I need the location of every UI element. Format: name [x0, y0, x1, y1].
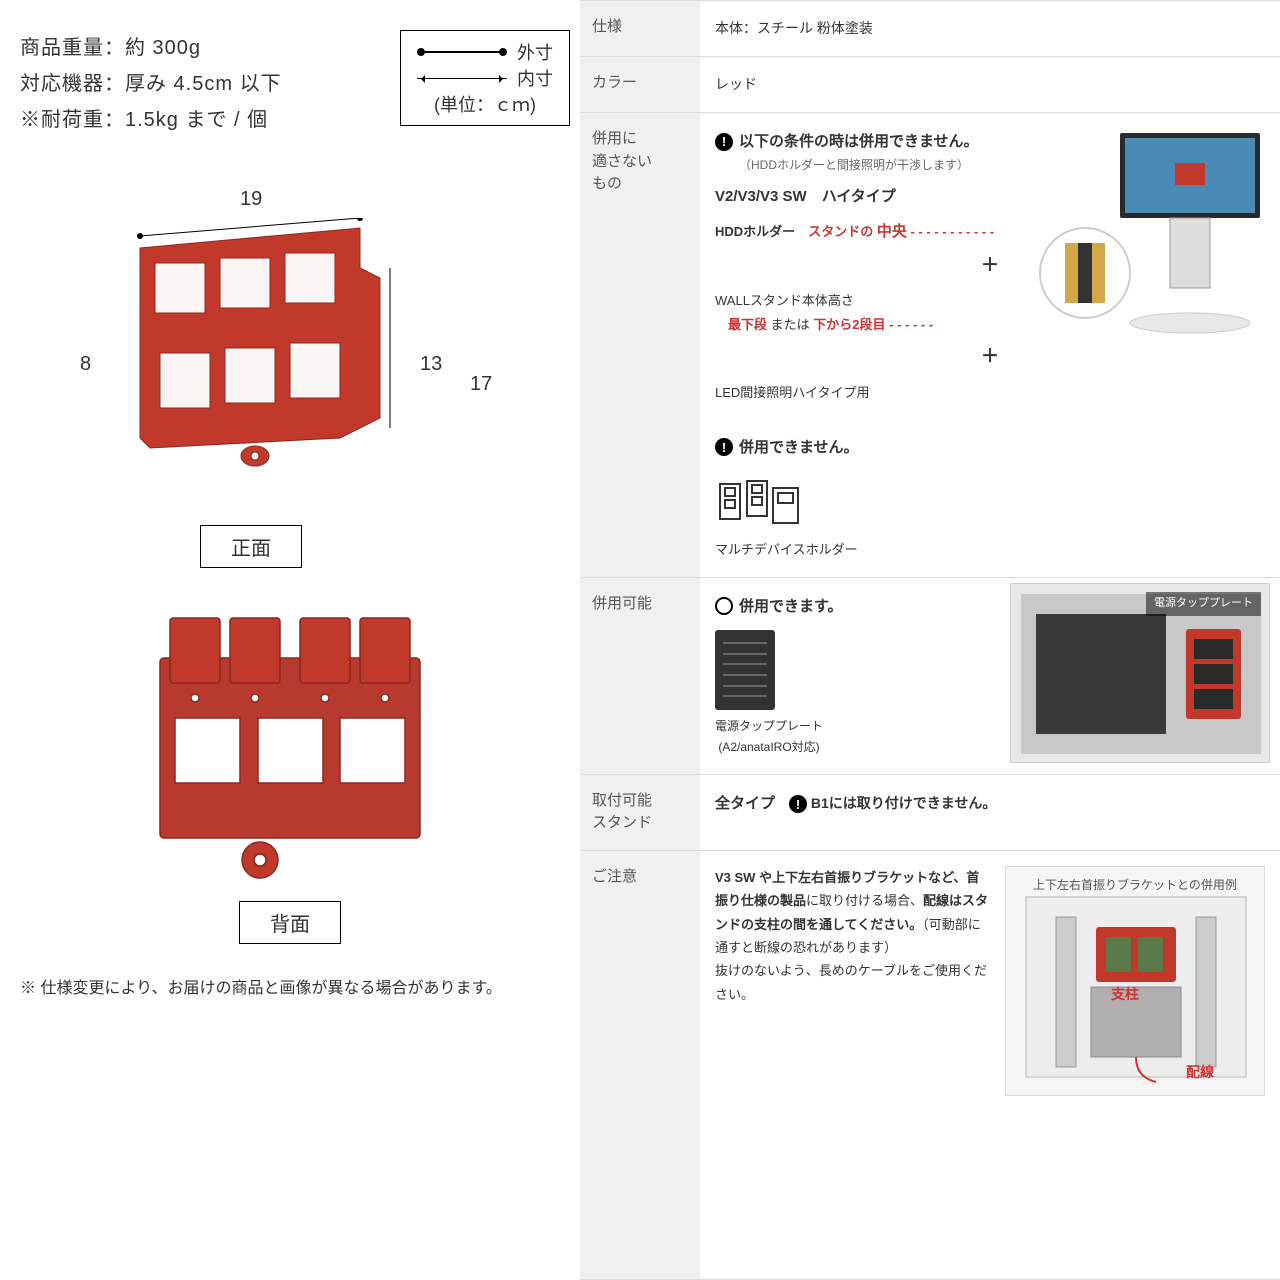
tv-stand-illustration [1030, 123, 1270, 353]
warn-icon: ! [715, 133, 733, 151]
back-view-diagram: 背面 [20, 588, 560, 944]
mount-content: 全タイプ ! B1には取り付けできません。 [700, 775, 1280, 850]
front-view-diagram: 19 8 6.5 4.5 13 17 [20, 178, 560, 568]
mount-label: 取付可能 スタンド [580, 775, 700, 850]
tap-plate-photo: 電源タッププレート [1010, 583, 1270, 763]
incompat-content: !以下の条件の時は併用できません。 （HDDホルダーと間接照明が干渉します） V… [700, 113, 1280, 576]
dimension-legend: 外寸 内寸 (単位：ｃｍ) [400, 30, 570, 126]
spec-label: 仕様 [580, 1, 700, 56]
caution-label: ご注意 [580, 851, 700, 1279]
color-label: カラー [580, 57, 700, 112]
spec-value: 本体：スチール 粉体塗装 [700, 1, 1280, 56]
compat-label: 併用可能 [580, 578, 700, 774]
caution-illustration: 上下左右首振りブラケットとの併用例 支柱 配線 [1005, 866, 1265, 1096]
multi-device-icon [715, 476, 805, 531]
compat-content: 併用できます。 電源タッププレート(A2/anataIRO対応) 電源タッププレ… [700, 578, 1280, 774]
ok-icon [715, 597, 733, 615]
tap-plate-icon [715, 630, 775, 710]
holder-front-svg [120, 218, 400, 478]
disclaimer: ※ 仕様変更により、お届けの商品と画像が異なる場合があります。 [20, 974, 560, 998]
incompat-label: 併用に 適さない もの [580, 113, 700, 576]
caution-content: V3 SW や上下左右首振りブラケットなど、首振り仕様の製品に取り付ける場合、配… [700, 851, 1280, 1279]
color-value: レッド [700, 57, 1280, 112]
